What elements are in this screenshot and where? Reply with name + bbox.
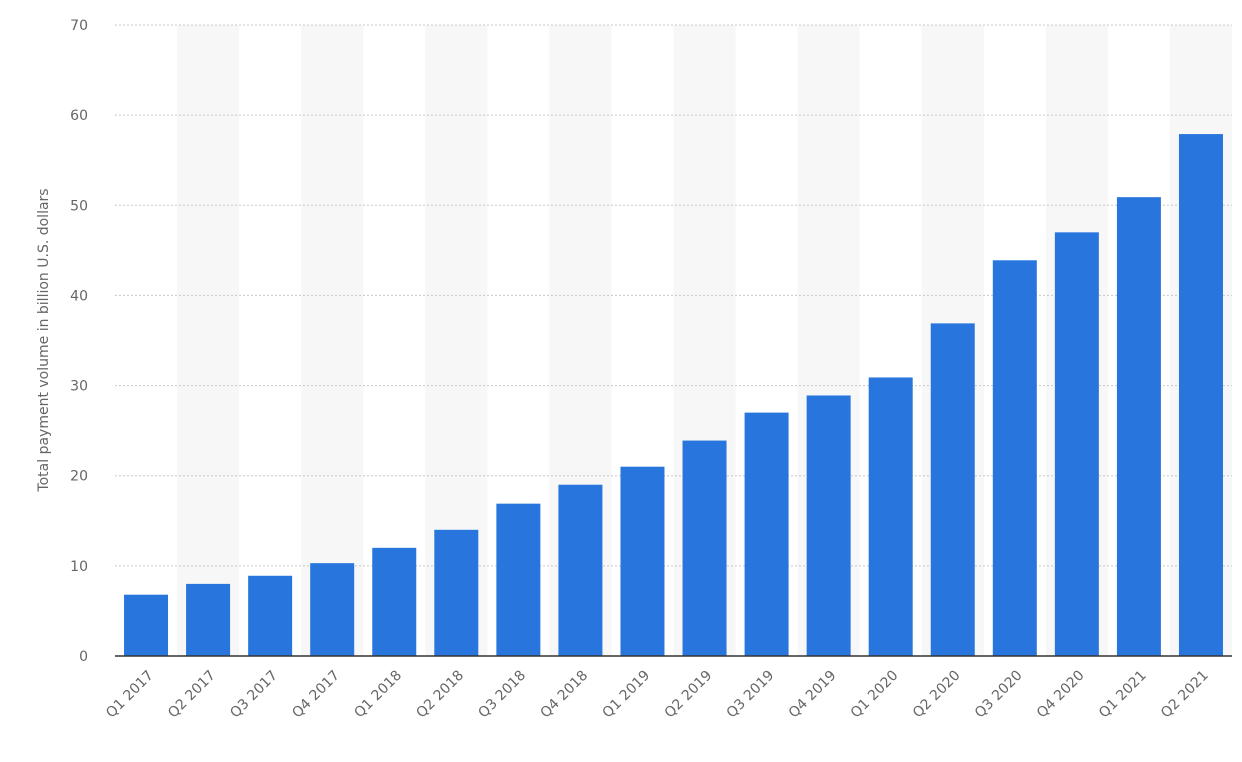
- x-tick-label: Q3 2017: [227, 668, 281, 722]
- bar: [372, 547, 417, 656]
- bar: [868, 377, 913, 656]
- x-tick-label: Q3 2020: [972, 668, 1026, 722]
- bar: [744, 412, 789, 656]
- x-tick-label: Q4 2018: [537, 668, 591, 722]
- bar: [1054, 232, 1099, 657]
- x-tick-label: Q1 2017: [103, 668, 157, 722]
- y-tick-label: 60: [70, 108, 88, 124]
- bar: [434, 529, 479, 656]
- y-tick-label: 10: [70, 559, 88, 575]
- y-tick-label: 70: [70, 18, 88, 34]
- bar: [1116, 197, 1161, 656]
- x-tick-label: Q4 2020: [1034, 668, 1088, 722]
- x-tick-label: Q3 2018: [475, 668, 529, 722]
- y-tick-label: 30: [70, 379, 88, 395]
- bar: [682, 440, 727, 656]
- y-axis-label: Total payment volume in billion U.S. dol…: [36, 188, 52, 492]
- y-tick-label: 20: [70, 469, 88, 485]
- x-tick-label: Q2 2020: [910, 668, 964, 722]
- y-tick-label: 0: [79, 649, 88, 665]
- x-tick-label: Q4 2019: [786, 668, 840, 722]
- band-shade: [177, 25, 240, 656]
- x-tick-label: Q4 2017: [289, 668, 343, 722]
- x-tick-label: Q2 2018: [413, 668, 467, 722]
- bar: [124, 594, 169, 656]
- bar: [310, 563, 355, 656]
- x-tick-label: Q2 2017: [165, 668, 219, 722]
- bar: [186, 583, 231, 656]
- band-shade: [301, 25, 364, 656]
- bar: [930, 323, 975, 656]
- x-tick-label: Q1 2018: [351, 668, 405, 722]
- bar: [620, 466, 665, 656]
- bar: [496, 503, 541, 656]
- y-tick-label: 40: [70, 288, 88, 304]
- bar: [806, 395, 851, 656]
- x-tick-label: Q3 2019: [724, 668, 778, 722]
- x-tick-label: Q1 2020: [848, 668, 902, 722]
- x-tick-label: Q2 2021: [1158, 668, 1212, 722]
- x-tick-label: Q1 2021: [1096, 668, 1150, 722]
- y-tick-label: 50: [70, 198, 88, 214]
- bar: [248, 575, 293, 656]
- bar: [558, 484, 603, 656]
- bar: [1178, 134, 1223, 656]
- bar: [992, 260, 1037, 656]
- x-tick-label: Q2 2019: [662, 668, 716, 722]
- x-tick-label: Q1 2019: [600, 668, 654, 722]
